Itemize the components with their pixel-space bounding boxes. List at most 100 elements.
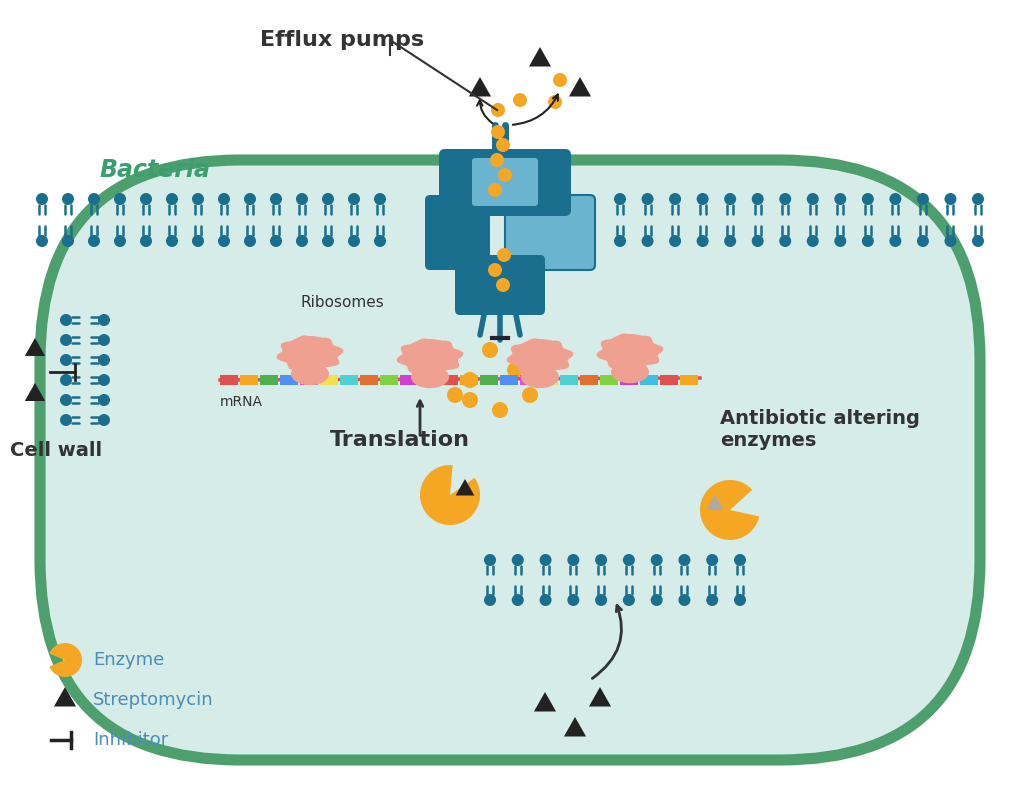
Text: Efflux pumps: Efflux pumps (260, 30, 424, 50)
Bar (340, 375, 358, 385)
Bar (600, 375, 618, 385)
Circle shape (650, 554, 663, 566)
Circle shape (807, 193, 819, 205)
Circle shape (862, 193, 873, 205)
Circle shape (696, 193, 709, 205)
Circle shape (707, 594, 718, 606)
Circle shape (642, 235, 653, 247)
Polygon shape (569, 77, 591, 96)
Circle shape (98, 374, 110, 386)
Ellipse shape (605, 334, 654, 362)
Circle shape (642, 193, 653, 205)
Circle shape (614, 193, 626, 205)
Bar (460, 375, 478, 385)
Circle shape (484, 554, 496, 566)
Bar (500, 375, 518, 385)
FancyBboxPatch shape (40, 160, 980, 760)
FancyBboxPatch shape (425, 195, 490, 270)
Bar (260, 375, 278, 385)
Circle shape (60, 354, 72, 366)
Circle shape (595, 554, 607, 566)
Circle shape (513, 93, 527, 107)
Polygon shape (534, 692, 556, 711)
Circle shape (490, 153, 504, 167)
Circle shape (507, 362, 523, 378)
Circle shape (374, 235, 386, 247)
Circle shape (218, 193, 230, 205)
Polygon shape (54, 687, 76, 706)
Text: Antibiotic altering
enzymes: Antibiotic altering enzymes (720, 410, 920, 450)
Circle shape (669, 193, 681, 205)
Polygon shape (25, 338, 45, 356)
Circle shape (497, 248, 511, 262)
Circle shape (447, 387, 463, 403)
Circle shape (490, 125, 505, 139)
Circle shape (567, 594, 580, 606)
Circle shape (322, 235, 334, 247)
Circle shape (548, 95, 562, 109)
Circle shape (322, 193, 334, 205)
Circle shape (348, 193, 360, 205)
Ellipse shape (291, 363, 329, 386)
Text: Ribosomes: Ribosomes (300, 295, 384, 310)
Ellipse shape (286, 336, 335, 364)
Circle shape (166, 235, 178, 247)
Text: Translation: Translation (330, 430, 470, 450)
FancyBboxPatch shape (439, 149, 571, 216)
Bar (380, 375, 398, 385)
Circle shape (490, 103, 505, 117)
Circle shape (140, 193, 152, 205)
Bar (360, 375, 378, 385)
Circle shape (916, 193, 929, 205)
Bar (660, 375, 678, 385)
Polygon shape (707, 495, 724, 510)
Circle shape (218, 235, 230, 247)
Circle shape (488, 263, 502, 277)
Circle shape (98, 334, 110, 346)
Bar (640, 375, 658, 385)
Circle shape (724, 193, 736, 205)
Bar (480, 375, 498, 385)
Circle shape (62, 235, 74, 247)
Circle shape (496, 138, 510, 152)
Circle shape (807, 235, 819, 247)
Circle shape (752, 235, 764, 247)
Circle shape (484, 594, 496, 606)
Circle shape (734, 554, 746, 566)
Circle shape (98, 394, 110, 406)
Circle shape (707, 554, 718, 566)
Circle shape (193, 235, 204, 247)
Circle shape (496, 278, 510, 292)
Circle shape (724, 235, 736, 247)
Circle shape (527, 347, 543, 363)
Polygon shape (397, 339, 463, 375)
Circle shape (98, 414, 110, 426)
Wedge shape (420, 465, 480, 525)
Circle shape (944, 235, 956, 247)
Circle shape (752, 193, 764, 205)
Polygon shape (589, 687, 611, 706)
Bar (280, 375, 298, 385)
Circle shape (374, 193, 386, 205)
Circle shape (193, 193, 204, 205)
Circle shape (88, 193, 100, 205)
Text: Inhibitor: Inhibitor (93, 731, 168, 749)
Bar (520, 375, 538, 385)
Circle shape (835, 235, 846, 247)
Circle shape (482, 342, 498, 358)
Bar (560, 375, 578, 385)
Wedge shape (700, 480, 759, 540)
Bar (220, 375, 238, 385)
Bar (240, 375, 258, 385)
Bar (440, 375, 458, 385)
Circle shape (492, 402, 508, 418)
Bar (319, 375, 338, 385)
Circle shape (540, 594, 552, 606)
Circle shape (98, 314, 110, 326)
Bar (580, 375, 598, 385)
Circle shape (540, 554, 552, 566)
Ellipse shape (411, 366, 449, 388)
Circle shape (553, 73, 567, 87)
Circle shape (166, 193, 178, 205)
Polygon shape (507, 339, 572, 375)
